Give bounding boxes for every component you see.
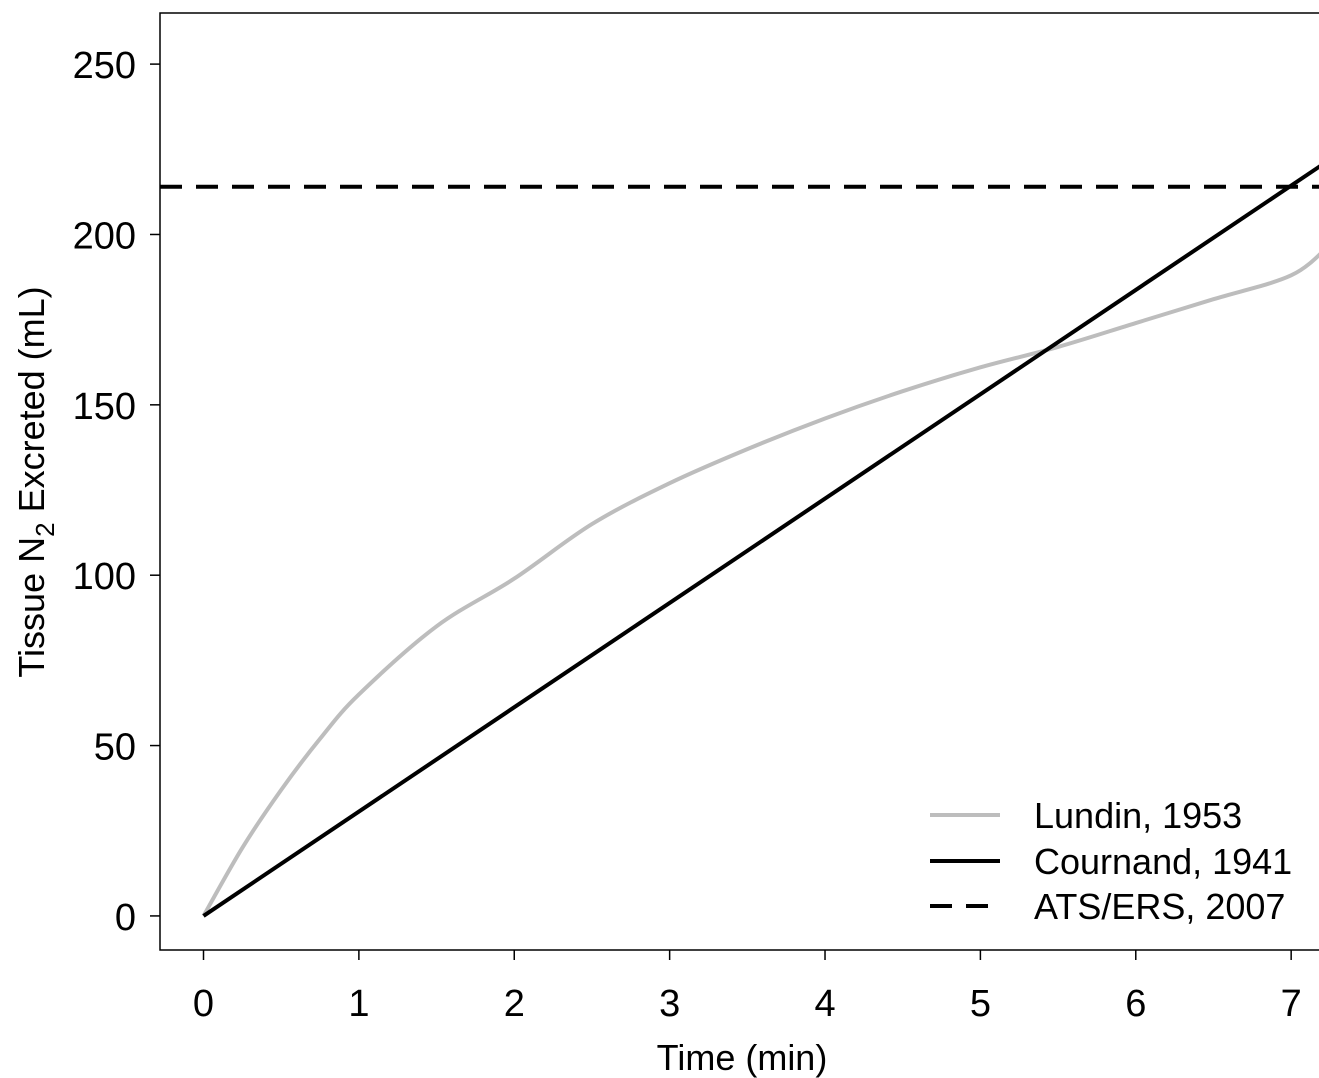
series-layer — [160, 164, 1319, 918]
y-tick-label: 200 — [73, 215, 136, 257]
y-axis-label-suffix: Excreted (mL) — [11, 286, 52, 522]
x-tick-label: 2 — [504, 983, 525, 1025]
x-tick-label: 5 — [970, 983, 991, 1025]
x-tick-label: 0 — [193, 983, 214, 1025]
x-tick-label: 4 — [814, 983, 835, 1025]
x-axis-label: Time (min) — [657, 1037, 828, 1078]
series-line-1 — [201, 252, 1319, 917]
legend-entry: Cournand, 1941 — [1034, 841, 1292, 882]
x-tick-label: 6 — [1125, 983, 1146, 1025]
x-tick-label: 3 — [659, 983, 680, 1025]
y-tick-label: 100 — [73, 556, 136, 598]
y-tick-label: 250 — [73, 45, 136, 87]
y-axis-label-prefix: Tissue N — [11, 537, 52, 678]
x-tick-label: 7 — [1281, 983, 1302, 1025]
x-axis: 0 1 2 3 4 5 6 7 — [193, 950, 1302, 1025]
y-tick-label: 150 — [73, 386, 136, 428]
y-axis-label-subscript: 2 — [30, 522, 60, 536]
legend-entry: Lundin, 1953 — [1034, 795, 1242, 836]
plot-frame — [159, 12, 1319, 951]
x-tick-label: 1 — [348, 983, 369, 1025]
y-tick-label: 50 — [94, 727, 136, 769]
series-line-2 — [202, 164, 1319, 918]
y-tick-label: 0 — [115, 897, 136, 939]
y-axis: 0 50 100 150 200 250 — [73, 45, 160, 939]
y-axis-label: Tissue N2 Excreted (mL) — [11, 286, 60, 677]
legend-entry: ATS/ERS, 2007 — [1034, 886, 1285, 927]
